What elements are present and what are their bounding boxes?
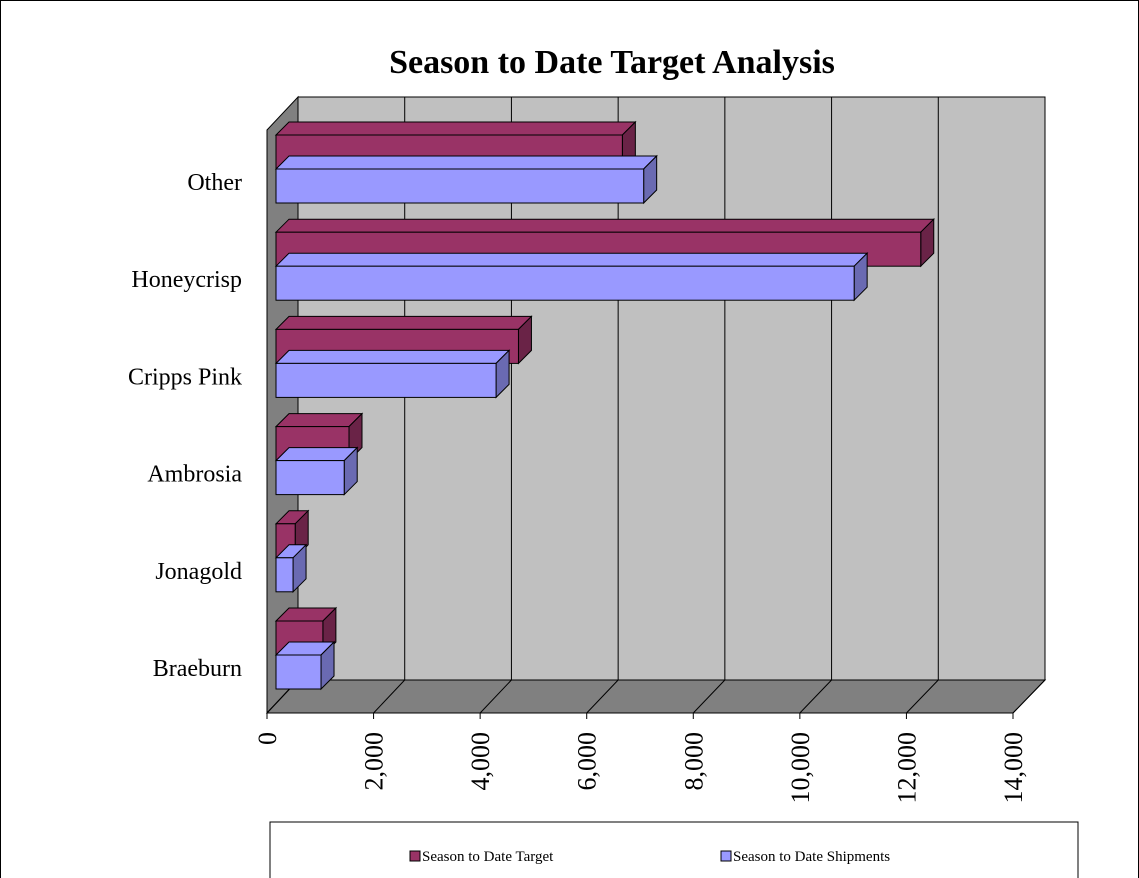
bar-top <box>274 447 359 462</box>
bar <box>274 640 336 691</box>
bar <box>274 543 308 594</box>
y-tick-label: Other <box>187 170 242 196</box>
x-tick-label: 14,000 <box>999 732 1028 804</box>
legend <box>269 821 1079 878</box>
bar-top <box>274 155 658 170</box>
bar <box>274 349 511 399</box>
legend-label: Season to Date Shipments <box>733 849 890 865</box>
bar-top <box>274 413 364 428</box>
bar-top <box>274 121 637 136</box>
bar <box>274 120 637 171</box>
chart-title: Season to Date Target Analysis <box>389 44 835 81</box>
bar-top <box>274 218 935 233</box>
grid-line <box>906 679 939 714</box>
y-tick-label: Ambrosia <box>147 462 242 488</box>
bar-top <box>274 315 533 330</box>
x-tick-label: 10,000 <box>786 732 815 804</box>
y-tick-label: Honeycrisp <box>131 267 242 293</box>
grid-line <box>799 679 832 714</box>
legend-label: Season to Date Target <box>422 849 554 865</box>
grid-line <box>373 679 406 714</box>
legend-swatch <box>720 850 732 862</box>
bar-side-shade <box>518 316 532 364</box>
x-tick-label: 2,000 <box>360 732 389 791</box>
x-tick-label: 6,000 <box>573 732 602 791</box>
bar-front <box>275 265 855 301</box>
bar <box>274 446 359 496</box>
bar-front <box>275 362 497 398</box>
bar-side-shade <box>643 156 657 203</box>
y-tick-label: Braeburn <box>153 656 242 682</box>
bar-top <box>274 349 511 364</box>
bar-side-shade <box>854 253 868 301</box>
bar-front <box>275 168 645 204</box>
bar-side-shade <box>293 544 307 592</box>
y-tick-label: Jonagold <box>155 559 242 585</box>
x-tick-label: 12,000 <box>892 732 921 804</box>
bar <box>274 154 658 205</box>
grid-line <box>1012 679 1046 714</box>
bar-front <box>275 557 294 593</box>
bar-front <box>275 654 322 690</box>
legend-swatch <box>409 850 421 862</box>
floor <box>265 679 1047 714</box>
x-tick-label: 8,000 <box>679 732 708 791</box>
bar-side-shade <box>321 642 335 689</box>
x-tick-label: 4,000 <box>466 732 495 791</box>
grid-line <box>586 679 619 714</box>
y-tick-label: Cripps Pink <box>128 364 242 390</box>
bar-top <box>274 252 869 267</box>
bar-side-shade <box>496 350 510 398</box>
bar-side-shade <box>344 447 358 495</box>
bar-side-shade <box>920 219 934 267</box>
bar <box>274 251 869 302</box>
bar-front <box>275 460 345 496</box>
x-tick-label: 0 <box>253 732 282 745</box>
grid-line <box>479 679 512 714</box>
grid-line <box>692 679 726 714</box>
